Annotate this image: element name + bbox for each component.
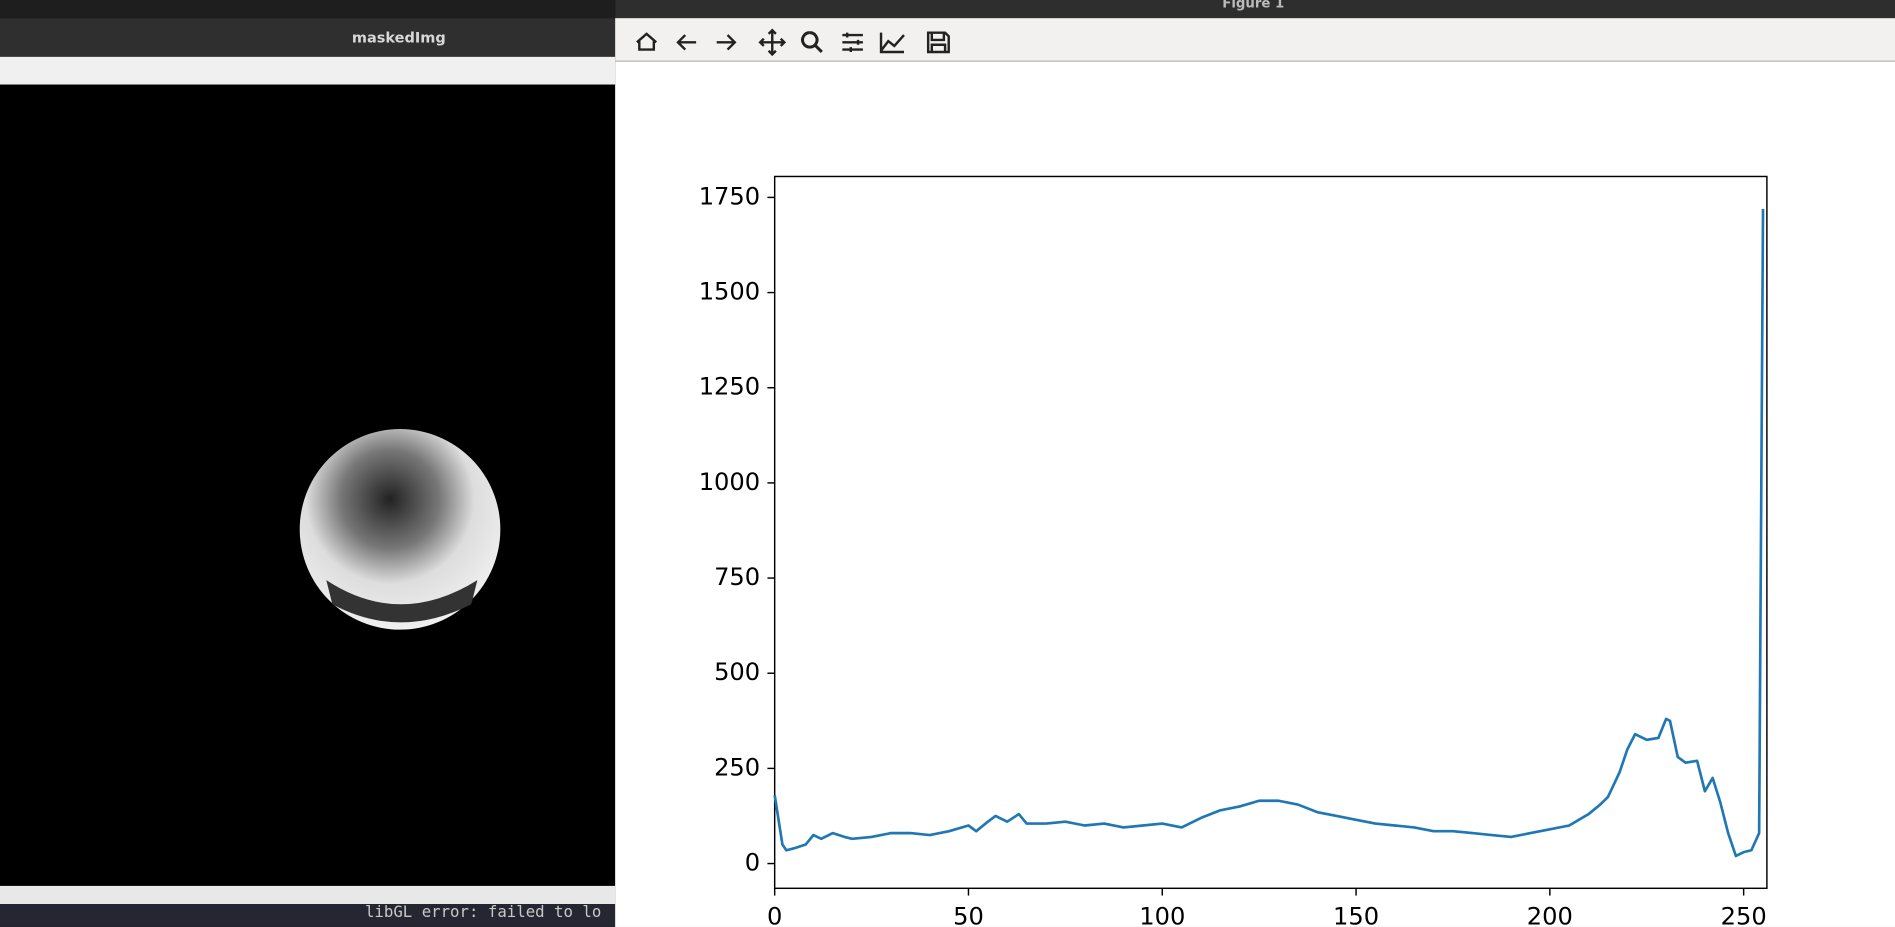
status-bar	[0, 885, 616, 905]
window-title: Figure 1	[1222, 0, 1284, 12]
x-tick-label: 100	[1139, 902, 1185, 927]
terminal	[0, 904, 616, 927]
collar	[326, 580, 478, 623]
title-bar	[615, 0, 1895, 19]
axes-button[interactable]	[879, 32, 905, 54]
toolbar	[615, 18, 1895, 62]
x-tick-label: 250	[1721, 902, 1767, 927]
x-tick-label: 200	[1527, 902, 1573, 927]
y-tick-label: 0	[745, 849, 760, 877]
x-tick-label: 150	[1333, 902, 1379, 927]
home-button[interactable]	[636, 32, 658, 51]
save-button[interactable]	[926, 31, 950, 54]
terminal-text: libGL error: failed to lo	[365, 902, 601, 921]
y-tick-label: 750	[714, 563, 760, 591]
y-tick-label: 1250	[699, 373, 760, 401]
y-tick-label: 1750	[699, 182, 760, 210]
back-button[interactable]	[676, 34, 697, 51]
window-title: maskedImg	[352, 31, 446, 47]
y-tick-label: 500	[714, 658, 760, 686]
forward-button[interactable]	[716, 34, 737, 51]
x-tick-label: 50	[953, 902, 984, 927]
y-tick-label: 1000	[699, 468, 760, 496]
image-view	[0, 84, 616, 886]
window-toolbar	[0, 56, 616, 85]
desktop-strip	[0, 0, 616, 19]
y-tick-label: 1500	[699, 278, 760, 306]
data-line	[773, 208, 1765, 858]
masked-image	[299, 429, 501, 630]
y-tick-label: 250	[714, 753, 760, 781]
zoom-button[interactable]	[801, 31, 823, 54]
x-tick-label: 0	[767, 902, 782, 927]
pan-button[interactable]	[758, 28, 787, 57]
configure-button[interactable]	[842, 32, 863, 52]
title-bar	[0, 18, 616, 57]
axes-frame	[773, 175, 1768, 890]
